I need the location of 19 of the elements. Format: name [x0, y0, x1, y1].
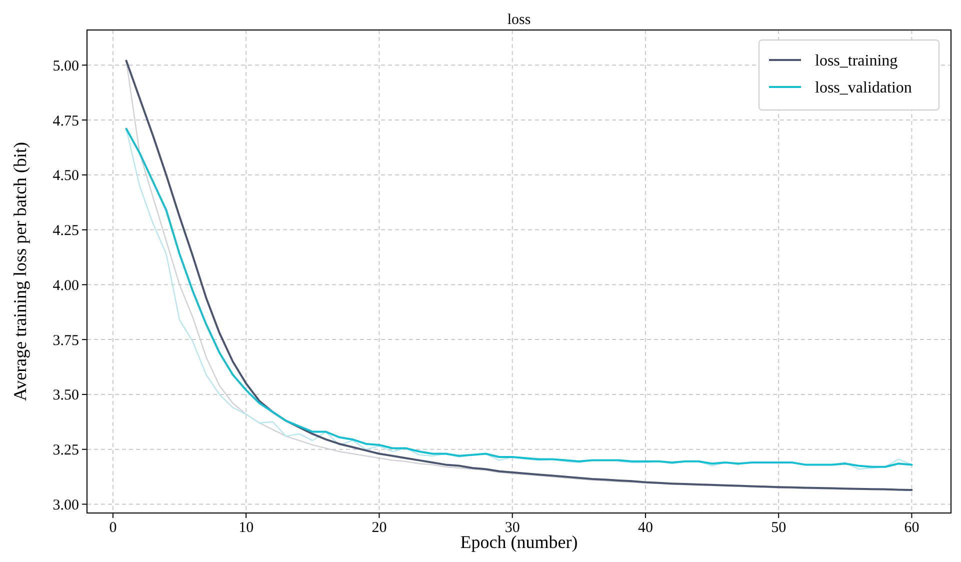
legend-label: loss_validation — [815, 80, 912, 97]
x-tick-label: 0 — [109, 520, 117, 536]
y-tick-label: 4.50 — [52, 168, 79, 184]
y-tick-label: 3.75 — [52, 332, 79, 349]
chart-title: loss — [507, 12, 531, 28]
y-axis-title: Average training loss per batch (bit) — [10, 142, 30, 402]
legend-label: loss_training — [815, 52, 898, 70]
x-tick-label: 20 — [372, 520, 387, 536]
y-tick-label: 4.75 — [52, 113, 79, 130]
y-tick-label: 3.25 — [52, 442, 79, 459]
x-tick-label: 10 — [238, 520, 254, 536]
x-tick-label: 50 — [771, 520, 786, 536]
x-tick-label: 40 — [638, 520, 653, 536]
x-tick-label: 60 — [904, 520, 920, 536]
y-tick-label: 4.25 — [52, 223, 79, 240]
y-tick-label: 3.50 — [52, 388, 79, 404]
y-tick-label: 5.00 — [52, 58, 79, 74]
y-tick-label: 4.00 — [52, 278, 79, 294]
y-tick-label: 3.00 — [52, 497, 79, 514]
